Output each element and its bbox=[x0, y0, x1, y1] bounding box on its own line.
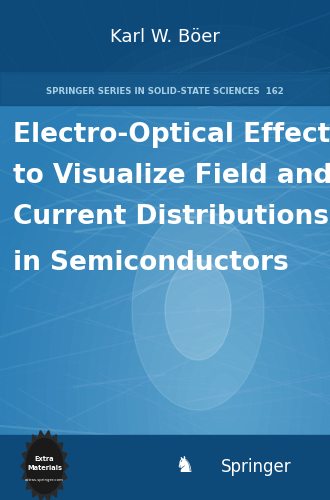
Text: Materials: Materials bbox=[27, 465, 62, 471]
Polygon shape bbox=[21, 430, 68, 500]
Text: in Semiconductors: in Semiconductors bbox=[13, 250, 289, 276]
Text: extras.springer.com: extras.springer.com bbox=[25, 478, 64, 482]
Text: ♞: ♞ bbox=[175, 456, 195, 476]
Circle shape bbox=[132, 210, 264, 410]
Circle shape bbox=[26, 438, 63, 494]
Circle shape bbox=[165, 260, 231, 360]
Text: Springer: Springer bbox=[221, 458, 292, 476]
Bar bbox=[0, 72, 330, 435]
Text: to Visualize Field and: to Visualize Field and bbox=[13, 163, 330, 189]
Bar bbox=[0, 435, 330, 500]
Text: Electro-Optical Effects: Electro-Optical Effects bbox=[13, 122, 330, 148]
Text: Extra: Extra bbox=[35, 456, 54, 462]
Text: Current Distributions: Current Distributions bbox=[13, 204, 329, 230]
Bar bbox=[0, 72, 330, 105]
Text: Karl W. Böer: Karl W. Böer bbox=[110, 28, 220, 46]
Text: SPRINGER SERIES IN SOLID-STATE SCIENCES  162: SPRINGER SERIES IN SOLID-STATE SCIENCES … bbox=[46, 87, 284, 96]
